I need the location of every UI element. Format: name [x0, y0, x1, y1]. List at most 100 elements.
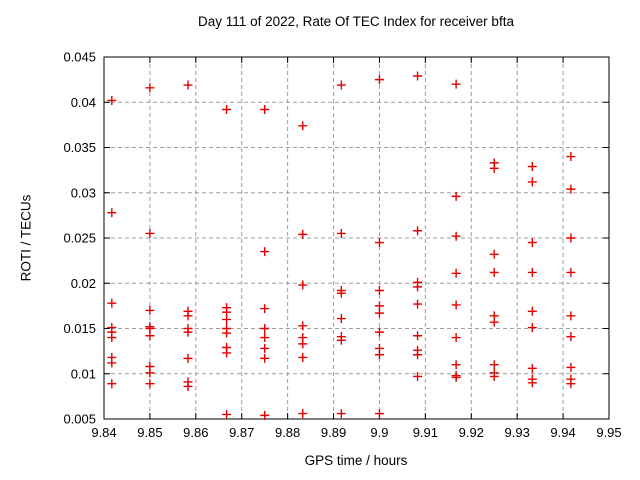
- data-point-marker: [298, 409, 308, 419]
- data-point-marker: [260, 324, 270, 333]
- data-point-marker: [566, 332, 576, 342]
- data-point-marker: [260, 304, 270, 314]
- data-point-marker: [222, 409, 232, 419]
- data-point-marker: [336, 314, 346, 324]
- data-point-marker: [489, 317, 499, 327]
- data-point-marker: [336, 80, 346, 90]
- data-point-marker: [107, 298, 117, 308]
- data-point-marker: [107, 379, 117, 389]
- data-point-marker: [451, 360, 461, 370]
- data-point-marker: [489, 249, 499, 259]
- data-point-marker: [566, 362, 576, 372]
- data-point-marker: [260, 333, 270, 343]
- data-point-marker: [489, 360, 499, 370]
- data-point-marker: [413, 71, 423, 81]
- data-point-marker: [413, 350, 423, 360]
- x-tick-label: 9.95: [596, 425, 621, 440]
- x-tick-label: 9.86: [183, 425, 208, 440]
- data-point-marker: [413, 299, 423, 309]
- data-point-marker: [145, 331, 155, 341]
- data-point-marker: [298, 280, 308, 290]
- data-point-marker: [145, 83, 155, 93]
- data-point-marker: [298, 321, 308, 331]
- data-point-marker: [451, 79, 461, 89]
- data-point-marker: [374, 409, 384, 419]
- data-point-marker: [489, 371, 499, 381]
- y-tick-label: 0.01: [71, 366, 96, 381]
- y-tick-label: 0.045: [63, 50, 96, 65]
- data-point-marker: [336, 335, 346, 345]
- data-point-marker: [566, 152, 576, 162]
- data-point-marker: [107, 333, 117, 343]
- data-point-marker: [298, 121, 308, 131]
- data-point-marker: [374, 308, 384, 318]
- y-tick-label: 0.02: [71, 276, 96, 291]
- data-point-marker: [566, 267, 576, 277]
- data-point-marker: [145, 305, 155, 315]
- data-point-marker: [336, 228, 346, 238]
- data-point-marker: [336, 288, 346, 298]
- data-point-marker: [413, 282, 423, 292]
- data-point-marker: [260, 104, 270, 114]
- data-point-marker: [374, 350, 384, 360]
- data-point-marker: [336, 409, 346, 419]
- data-point-marker: [298, 229, 308, 239]
- data-point-marker: [222, 104, 232, 114]
- data-point-marker: [260, 410, 270, 420]
- x-tick-label: 9.91: [413, 425, 438, 440]
- data-point-marker: [145, 228, 155, 238]
- data-point-marker: [566, 184, 576, 194]
- data-point-marker: [527, 162, 537, 172]
- data-point-marker: [183, 80, 193, 90]
- data-point-marker: [413, 371, 423, 381]
- data-point-marker: [260, 247, 270, 257]
- data-point-marker: [451, 191, 461, 201]
- data-point-marker: [527, 177, 537, 187]
- data-point-marker: [527, 323, 537, 333]
- data-point-marker: [451, 372, 461, 382]
- data-point-marker: [145, 368, 155, 378]
- data-point-marker: [298, 352, 308, 362]
- data-point-marker: [451, 333, 461, 343]
- data-point-marker: [566, 311, 576, 321]
- y-tick-label: 0.025: [63, 231, 96, 246]
- data-point-marker: [107, 95, 117, 105]
- data-point-marker: [489, 163, 499, 173]
- y-tick-label: 0.035: [63, 140, 96, 155]
- data-point-marker: [527, 238, 537, 248]
- data-point-marker: [374, 285, 384, 295]
- data-point-marker: [451, 300, 461, 310]
- data-point-marker: [222, 314, 232, 324]
- data-point-marker: [527, 306, 537, 316]
- data-point-marker: [145, 379, 155, 389]
- data-point-marker: [183, 311, 193, 321]
- chart-title: Day 111 of 2022, Rate Of TEC Index for r…: [198, 14, 514, 29]
- x-tick-label: 9.89: [321, 425, 346, 440]
- x-tick-label: 9.94: [550, 425, 575, 440]
- data-point-marker: [374, 75, 384, 85]
- x-tick-label: 9.84: [91, 425, 116, 440]
- data-point-marker: [527, 363, 537, 373]
- data-point-marker: [222, 348, 232, 358]
- data-point-marker: [260, 343, 270, 353]
- data-point-marker: [489, 267, 499, 277]
- data-point-marker: [527, 267, 537, 277]
- data-point-marker: [107, 208, 117, 218]
- x-tick-label: 9.92: [459, 425, 484, 440]
- x-tick-label: 9.87: [229, 425, 254, 440]
- data-point-marker: [183, 327, 193, 337]
- data-point-marker: [374, 327, 384, 337]
- data-point-marker: [413, 331, 423, 341]
- data-point-marker: [413, 226, 423, 236]
- data-point-marker: [566, 233, 576, 243]
- y-tick-label: 0.04: [71, 95, 96, 110]
- y-tick-label: 0.03: [71, 185, 96, 200]
- data-point-marker: [183, 381, 193, 391]
- data-point-marker: [527, 378, 537, 388]
- y-tick-label: 0.005: [63, 412, 96, 427]
- x-axis-label: GPS time / hours: [304, 453, 408, 468]
- data-point-marker: [451, 268, 461, 278]
- x-tick-label: 9.88: [275, 425, 300, 440]
